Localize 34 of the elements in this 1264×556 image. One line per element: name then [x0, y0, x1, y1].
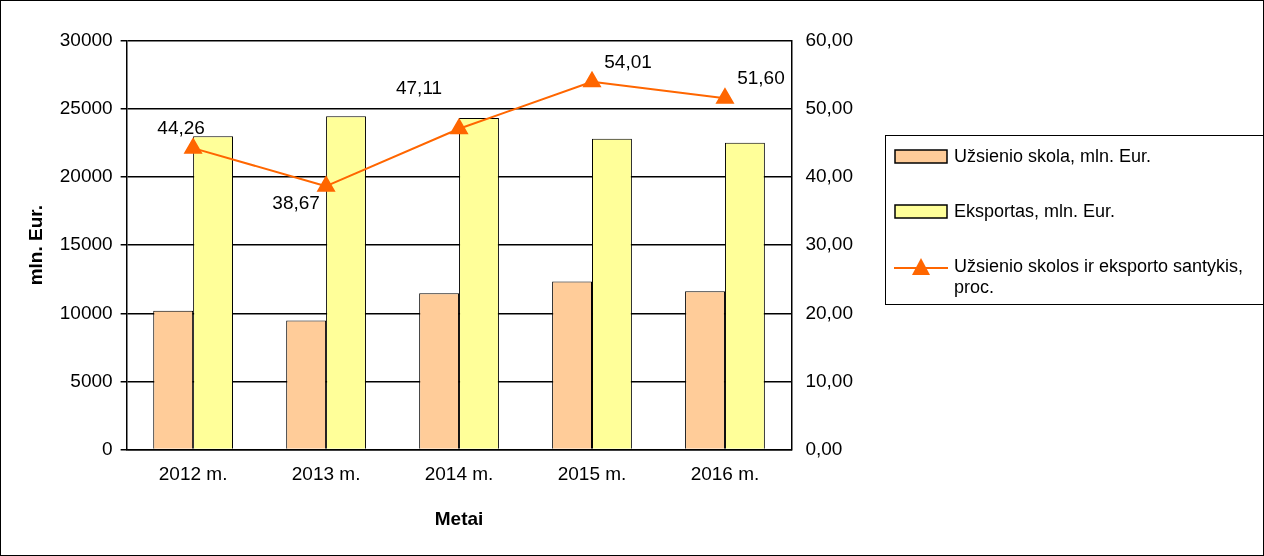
y-tick-label: 5000: [70, 369, 113, 391]
point: [184, 138, 202, 154]
y2-tick-label: 0,00: [805, 437, 843, 459]
data-label: 51,60: [737, 66, 785, 88]
legend-label: Užsienio skola, mln. Eur.: [954, 146, 1152, 167]
y2-tick-label: 30,00: [805, 233, 853, 255]
y-tick-label: 10000: [59, 301, 113, 323]
y-axis-title: mln. Eur.: [24, 205, 46, 286]
y-tick-label: 20000: [59, 165, 113, 187]
y2-tick-label: 50,00: [805, 97, 853, 119]
point: [716, 88, 734, 104]
x-tick-label: 2012 m.: [158, 463, 228, 485]
data-label: 54,01: [604, 50, 652, 72]
y-tick-label: 15000: [59, 233, 113, 255]
x-tick-label: 2013 m.: [291, 463, 361, 485]
legend-label: Eksportas, mln. Eur.: [954, 201, 1116, 222]
x-tick-label: 2014 m.: [424, 463, 494, 485]
point: [450, 118, 468, 135]
data-label: 38,67: [272, 191, 320, 213]
y-tick-label: 0: [102, 437, 113, 459]
y2-tick-label: 20,00: [805, 301, 853, 323]
y2-tick-label: 10,00: [805, 369, 853, 391]
x-tick-label: 2016 m.: [690, 463, 760, 485]
y2-tick-label: 40,00: [805, 165, 853, 187]
data-label: 47,11: [395, 77, 443, 99]
legend-label: Užsienio skolos ir eksporto santykis, proc.: [954, 256, 1245, 298]
y-tick-label: 30000: [59, 29, 113, 51]
y2-tick-label: 60,00: [805, 29, 853, 51]
y-tick-label: 25000: [59, 97, 113, 119]
x-axis-title: Metai: [434, 507, 484, 529]
x-tick-label: 2015 m.: [557, 463, 627, 485]
point: [583, 71, 601, 88]
point: [317, 176, 335, 192]
data-label: 44,26: [157, 116, 205, 138]
